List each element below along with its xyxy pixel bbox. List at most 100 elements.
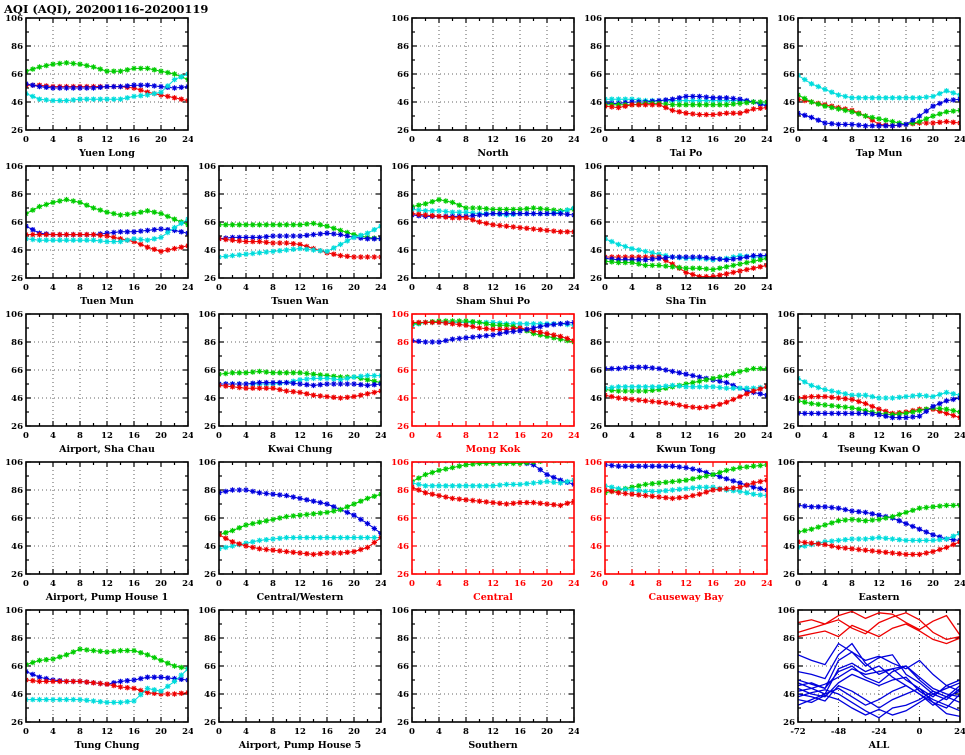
y-tick-label: 26 (204, 718, 216, 728)
y-tick-label: 26 (397, 274, 409, 284)
y-tick-label: 26 (783, 126, 795, 136)
x-tick-label: 12 (101, 431, 113, 441)
y-tick-label: 46 (590, 246, 602, 256)
x-tick-label: 4 (436, 135, 442, 145)
x-tick-label: 24 (761, 431, 772, 441)
x-tick-label: 0 (409, 579, 415, 589)
chart-title-yuen-long: Yuen Long (78, 148, 135, 158)
y-tick-label: 86 (397, 42, 409, 52)
x-tick-label: 24 (954, 431, 965, 441)
x-tick-label: 8 (849, 579, 855, 589)
y-tick-label: 86 (397, 634, 409, 644)
x-tick-label: 0 (409, 135, 415, 145)
x-tick-label: 16 (128, 579, 140, 589)
chart-canvas-tung-chung: 26 46 66 86 106 0 4 8 12 16 20 24 Tung Chung (5, 606, 193, 750)
x-tick-label: 8 (270, 727, 276, 737)
x-tick-label: 0 (795, 579, 801, 589)
y-tick-label: 26 (783, 718, 795, 728)
y-tick-label: 66 (397, 366, 409, 376)
chart-title-sham-shui-po: Sham Shui Po (456, 296, 530, 306)
y-tick-label: 106 (584, 458, 602, 468)
x-tick-label: 20 (348, 579, 360, 589)
x-tick-label: 8 (463, 579, 469, 589)
x-tick-label: 24 (568, 431, 579, 441)
chart-canvas-sha-tin: 26 46 66 86 106 0 4 8 12 16 20 24 Sha Tin (584, 162, 772, 306)
x-tick-label: 24 (375, 283, 386, 293)
x-tick-label: 20 (734, 283, 746, 293)
y-tick-label: 106 (5, 162, 23, 172)
y-tick-label: 66 (397, 514, 409, 524)
y-tick-label: 66 (783, 662, 795, 672)
chart-mong-kok: 26 46 66 86 106 0 4 8 12 16 20 24 Mong Kok (386, 306, 579, 454)
x-tick-label: 20 (541, 431, 553, 441)
chart-title-airport-pump-house-1: Airport, Pump House 1 (45, 592, 169, 602)
x-tick-label: 0 (795, 135, 801, 145)
x-tick-label: 12 (101, 135, 113, 145)
x-tick-label: 16 (128, 283, 140, 293)
chart-canvas-tap-mun: 26 46 66 86 106 0 4 8 12 16 20 24 Tap Mun (777, 14, 965, 158)
chart-title-kwun-tong: Kwun Tong (656, 444, 716, 454)
x-tick-label: 0 (409, 431, 415, 441)
chart-eastern: 26 46 66 86 106 0 4 8 12 16 20 24 Eastern (772, 454, 965, 602)
x-tick-label: 0 (23, 579, 29, 589)
chart-canvas-causeway-bay: 26 46 66 86 106 0 4 8 12 16 20 24 Causeway Bay (584, 458, 772, 602)
x-tick-label: 4 (243, 727, 249, 737)
chart-canvas-airport-pump-house-1: 26 46 66 86 106 0 4 8 12 16 20 24 Airport, Pump Hous… (5, 458, 193, 602)
y-tick-label: 26 (397, 570, 409, 580)
chart-canvas-sham-shui-po: 26 46 66 86 106 0 4 8 12 16 20 24 Sham Shui Po (391, 162, 579, 306)
x-tick-label: 8 (463, 431, 469, 441)
y-tick-label: 66 (590, 514, 602, 524)
x-tick-label: 24 (375, 579, 386, 589)
y-tick-label: 66 (11, 70, 23, 80)
y-tick-label: 46 (590, 98, 602, 108)
x-tick-label: 24 (182, 579, 193, 589)
x-tick-label: 0 (917, 727, 923, 737)
x-tick-label: 0 (409, 727, 415, 737)
chart-canvas-airport-sha-chau: 26 46 66 86 106 0 4 8 12 16 20 24 Airport, Sha Chau (5, 310, 193, 454)
y-tick-label: 46 (783, 690, 795, 700)
x-tick-label: 16 (900, 579, 912, 589)
chart-north: 26 46 66 86 106 0 4 8 12 16 20 24 North (386, 10, 579, 158)
x-tick-label: 8 (656, 283, 662, 293)
y-tick-label: 26 (204, 422, 216, 432)
x-tick-label: 0 (216, 727, 222, 737)
x-tick-label: 20 (541, 579, 553, 589)
x-tick-label: 4 (436, 727, 442, 737)
chart-title-central-western: Central/Western (257, 592, 344, 602)
chart-canvas-eastern: 26 46 66 86 106 0 4 8 12 16 20 24 Eastern (777, 458, 965, 602)
x-tick-label: 24 (954, 727, 965, 737)
x-tick-label: 12 (873, 579, 885, 589)
x-tick-label: 8 (270, 579, 276, 589)
chart-canvas-southern: 26 46 66 86 106 0 4 8 12 16 20 24 Southern (391, 606, 579, 750)
x-tick-label: 8 (849, 431, 855, 441)
chart-canvas-central-western: 26 46 66 86 106 0 4 8 12 16 20 24 Central/Western (198, 458, 386, 602)
x-tick-label: 20 (927, 579, 939, 589)
x-tick-label: 20 (155, 727, 167, 737)
x-tick-label: 24 (761, 135, 772, 145)
chart-title-all: ALL (868, 740, 890, 750)
x-tick-label: 4 (629, 431, 635, 441)
x-tick-label: 8 (463, 135, 469, 145)
y-tick-label: 106 (198, 310, 216, 320)
x-tick-label: -24 (871, 727, 886, 737)
x-tick-label: 20 (541, 135, 553, 145)
chart-canvas-tuen-mun: 26 46 66 86 106 0 4 8 12 16 20 24 Tuen Mun (5, 162, 193, 306)
x-tick-label: 12 (101, 727, 113, 737)
y-tick-label: 26 (397, 718, 409, 728)
y-tick-label: 66 (397, 662, 409, 672)
x-tick-label: 20 (734, 431, 746, 441)
y-tick-label: 86 (204, 486, 216, 496)
y-tick-label: 66 (783, 366, 795, 376)
x-tick-label: 20 (927, 431, 939, 441)
x-tick-label: 20 (155, 135, 167, 145)
chart-tseung-kwan-o: 26 46 66 86 106 0 4 8 12 16 20 24 Tseung Kwan O (772, 306, 965, 454)
x-tick-label: 16 (514, 727, 526, 737)
y-tick-label: 46 (11, 542, 23, 552)
chart-title-tsuen-wan: Tsuen Wan (271, 296, 329, 306)
x-tick-label: 12 (294, 283, 306, 293)
chart-canvas-north: 26 46 66 86 106 0 4 8 12 16 20 24 North (391, 14, 579, 158)
x-tick-label: 24 (954, 135, 965, 145)
x-tick-label: 8 (849, 135, 855, 145)
chart-canvas-yuen-long: 26 46 66 86 106 0 4 8 12 16 20 24 Yuen Long (5, 14, 193, 158)
y-tick-label: 26 (204, 570, 216, 580)
